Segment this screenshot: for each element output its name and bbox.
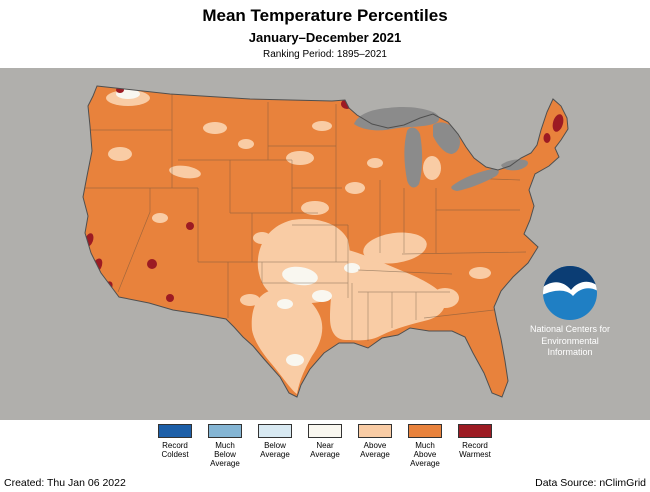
lake-huron [433,122,460,154]
legend-item-record-coldest: Record Coldest [155,424,195,459]
ranking-period: Ranking Period: 1895–2021 [263,49,387,60]
legend-item-near-average: Near Average [305,424,345,459]
lake-michigan [404,127,423,188]
us-percentiles-map [0,68,650,420]
legend-swatch [408,424,442,438]
noaa-logo-sky [543,266,597,290]
legend-label: Near Average [310,441,340,459]
great-lakes [354,107,528,191]
lake-erie [451,168,499,191]
legend-label: Record Warmest [459,441,491,459]
lake-ontario [501,159,528,171]
noaa-caption-line: Environmental [541,335,599,346]
noaa-caption: National Centers for Environmental Infor… [505,324,635,359]
legend-swatch [458,424,492,438]
noaa-logo [542,265,598,321]
map-area: National Centers for Environmental Infor… [0,68,650,420]
legend-label: Record Coldest [161,441,189,459]
legend-label: Much Above Average [410,441,440,468]
state-borders [84,94,527,341]
noaa-logo-graphic [543,266,597,320]
created-date: Created: Thu Jan 06 2022 [4,477,126,489]
legend-label: Below Average [260,441,290,459]
legend-item-record-warmest: Record Warmest [455,424,495,459]
page-subtitle: January–December 2021 [248,30,402,45]
data-source: Data Source: nClimGrid [535,477,646,489]
legend-item-much-above-average: Much Above Average [405,424,445,468]
legend-swatch [358,424,392,438]
page-title: Mean Temperature Percentiles [202,6,448,25]
noaa-gull-icon [543,281,597,296]
legend-label: Above Average [360,441,390,459]
footer: Created: Thu Jan 06 2022 Data Source: nC… [0,472,650,492]
legend-item-above-average: Above Average [355,424,395,459]
legend-item-below-average: Below Average [255,424,295,459]
legend-item-much-below-average: Much Below Average [205,424,245,468]
legend-swatch [208,424,242,438]
noaa-caption-line: National Centers for [529,324,611,334]
legend-swatch [158,424,192,438]
us-outline [82,85,569,398]
legend-label: Much Below Average [210,441,240,468]
legend: Record Coldest Much Below Average Below … [0,420,650,472]
header: Mean Temperature Percentiles January–Dec… [0,0,650,68]
legend-swatch [308,424,342,438]
noaa-caption-line: Information [547,347,593,357]
legend-swatch [258,424,292,438]
